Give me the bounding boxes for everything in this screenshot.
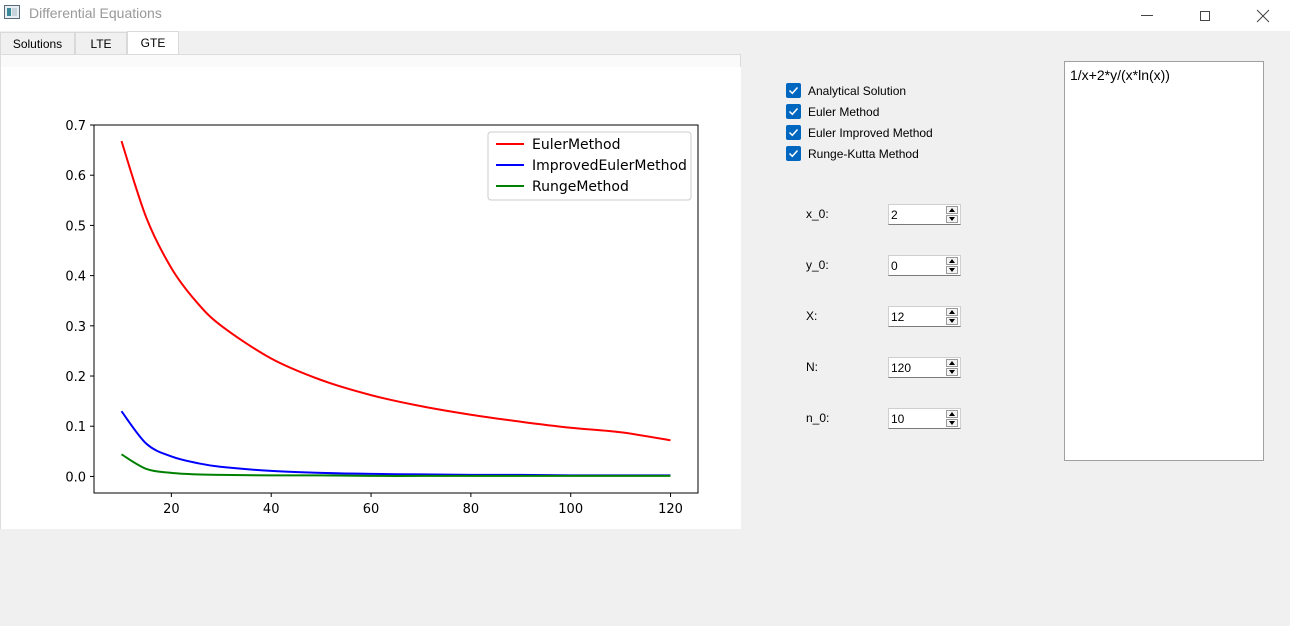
minimize-icon	[1141, 15, 1153, 16]
spin-down-arrow-icon[interactable]	[946, 368, 958, 376]
checkbox-checked-icon	[786, 104, 801, 119]
maximize-button[interactable]	[1182, 0, 1228, 31]
series-line-1	[120, 410, 671, 477]
x-tick-label: 100	[558, 502, 583, 517]
n-label: N:	[806, 360, 818, 374]
spin-up-arrow-icon[interactable]	[946, 359, 958, 367]
checkbox-checked-icon	[786, 125, 801, 140]
equation-text: 1/x+2*y/(x*ln(x))	[1070, 67, 1170, 83]
y-tick-label: 0.0	[65, 470, 86, 485]
y0-spinbox[interactable]: 0	[888, 255, 961, 276]
legend-box	[487, 131, 692, 201]
y-tick-label: 0.1	[65, 420, 86, 435]
legend-label: RungeMethod	[532, 179, 629, 195]
checkbox-checked-icon	[786, 83, 801, 98]
checkbox-label: Runge-Kutta Method	[808, 146, 919, 161]
x0-spinbox[interactable]: 2	[888, 204, 961, 225]
x-label: X:	[806, 309, 818, 323]
x-tick-label: 60	[363, 502, 380, 517]
tab-panel-gte: 20 40 60 80 100 120 0.0 0.1 0.2 0.3 0.4 0.5 0.6 0.7 E…	[0, 54, 741, 529]
n0-label: n_0:	[806, 411, 830, 425]
checkbox-analytical-solution[interactable]: Analytical Solution	[786, 82, 906, 99]
spin-down-arrow-icon[interactable]	[946, 419, 958, 427]
checkbox-checked-icon	[786, 146, 801, 161]
legend-label: ImprovedEulerMethod	[532, 158, 687, 174]
x0-label: x_0:	[806, 207, 829, 221]
tab-gte[interactable]: GTE	[127, 31, 179, 55]
y0-label: y_0:	[806, 258, 829, 272]
tab-solutions[interactable]: Solutions	[0, 32, 75, 55]
series-line-0	[120, 140, 671, 442]
x-tick-label: 120	[658, 502, 683, 517]
y-tick-label: 0.6	[65, 169, 86, 184]
n0-spinbox[interactable]: 10	[888, 408, 961, 429]
close-icon	[1256, 9, 1270, 22]
spin-down-arrow-icon[interactable]	[946, 317, 958, 325]
spin-up-arrow-icon[interactable]	[946, 257, 958, 265]
plot-frame	[93, 124, 699, 494]
app-window-icon	[4, 5, 20, 19]
checkbox-euler-method[interactable]: Euler Method	[786, 103, 879, 120]
spin-value: 2	[891, 208, 898, 222]
window-title: Differential Equations	[29, 5, 162, 21]
spin-up-arrow-icon[interactable]	[946, 410, 958, 418]
minimize-button[interactable]	[1124, 0, 1170, 31]
gte-chart: 20 40 60 80 100 120 0.0 0.1 0.2 0.3 0.4 0.5 0.6 0.7 E…	[65, 119, 699, 517]
tab-lte[interactable]: LTE	[75, 32, 127, 55]
y-tick-label: 0.2	[65, 370, 86, 385]
checkbox-label: Analytical Solution	[808, 83, 907, 98]
checkbox-euler-improved-method[interactable]: Euler Improved Method	[786, 124, 933, 141]
n-spinbox[interactable]: 120	[888, 357, 961, 378]
title-bar: Differential Equations	[0, 0, 1290, 31]
y-tick-label: 0.5	[65, 219, 86, 234]
spin-up-arrow-icon[interactable]	[946, 308, 958, 316]
spin-value: 12	[891, 310, 905, 324]
spin-value: 10	[891, 412, 905, 426]
x-spinbox[interactable]: 12	[888, 306, 961, 327]
checkbox-runge-kutta-method[interactable]: Runge-Kutta Method	[786, 145, 919, 162]
maximize-icon	[1200, 10, 1210, 21]
x-tick-label: 20	[163, 502, 180, 517]
spin-up-arrow-icon[interactable]	[946, 206, 958, 214]
equation-textbox[interactable]: 1/x+2*y/(x*ln(x))	[1064, 61, 1264, 461]
y-tick-label: 0.4	[65, 270, 86, 285]
checkbox-label: Euler Improved Method	[808, 125, 933, 140]
spin-value: 0	[891, 259, 898, 273]
checkbox-label: Euler Method	[808, 104, 880, 119]
y-tick-label: 0.7	[65, 119, 86, 134]
x-tick-label: 40	[263, 502, 280, 517]
series-line-2	[120, 453, 671, 477]
legend-label: EulerMethod	[532, 137, 620, 153]
plot-canvas: 20 40 60 80 100 120 0.0 0.1 0.2 0.3 0.4 0.5 0.6 0.7 E…	[1, 67, 741, 529]
spin-down-arrow-icon[interactable]	[946, 266, 958, 274]
close-button[interactable]	[1240, 0, 1286, 31]
spin-down-arrow-icon[interactable]	[946, 215, 958, 223]
x-tick-label: 80	[463, 502, 480, 517]
spin-value: 120	[891, 361, 912, 375]
y-tick-label: 0.3	[65, 320, 86, 335]
